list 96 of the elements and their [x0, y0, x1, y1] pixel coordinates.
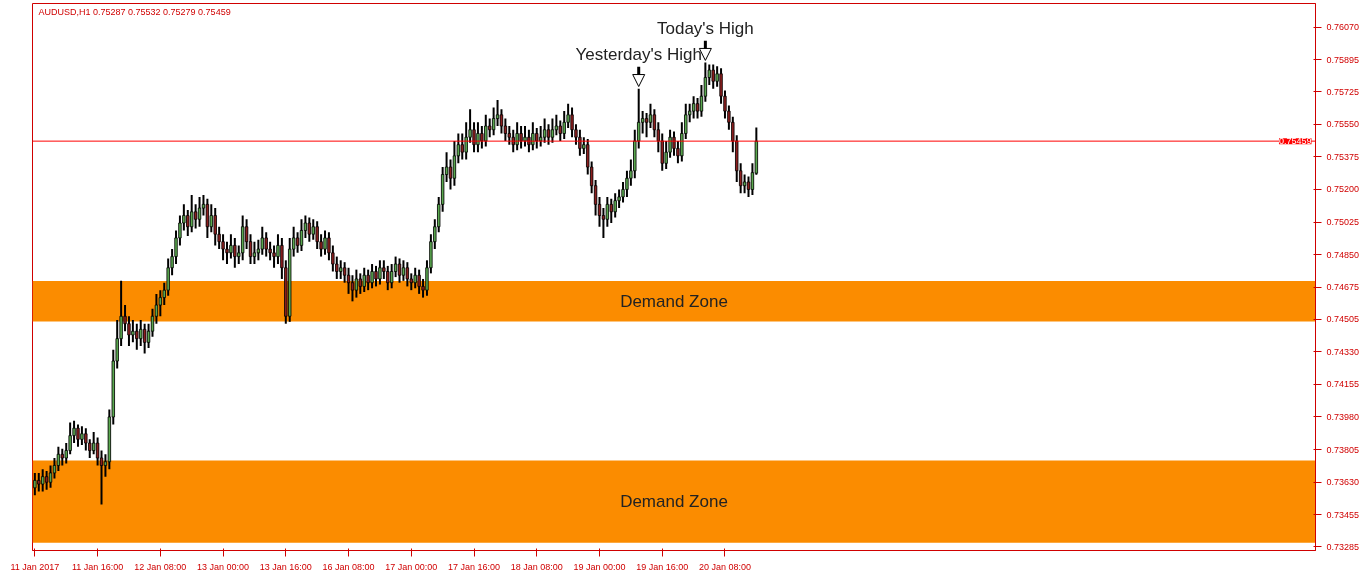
y-tick-label: 0.74155 [1326, 379, 1360, 390]
annotation: Yesterday's High [575, 45, 702, 65]
candlestick [205, 197, 210, 239]
y-tick-label: 0.75025 [1326, 217, 1360, 228]
chart-title: AUDUSD,H1 0.75287 0.75532 0.75279 0.75459 [38, 6, 231, 17]
candlestick [362, 266, 366, 294]
y-tick-label: 0.76070 [1326, 22, 1360, 33]
candlestick [558, 119, 562, 142]
candlestick [354, 268, 359, 299]
y-tick-label: 0.75200 [1326, 184, 1360, 195]
candlestick [323, 229, 327, 256]
candlestick [480, 125, 484, 150]
candlestick [578, 128, 582, 157]
candlestick [260, 225, 264, 256]
y-tick-label: 0.75375 [1326, 151, 1360, 162]
candlestick [742, 173, 747, 195]
x-tick-label: 13 Jan 16:00 [259, 561, 312, 572]
x-tick-label: 17 Jan 16:00 [448, 561, 501, 572]
candlestick [311, 218, 315, 241]
candlestick [460, 132, 464, 161]
candlestick [358, 272, 362, 295]
candlestick [550, 117, 555, 144]
y-tick-label: 0.74330 [1326, 346, 1360, 357]
candlestick [131, 318, 135, 344]
candlestick [41, 468, 45, 493]
candlestick [609, 197, 613, 225]
candlestick [44, 470, 49, 491]
candlestick [691, 95, 696, 120]
candlestick [546, 123, 551, 146]
candlestick [213, 207, 217, 247]
candlestick [193, 203, 198, 230]
y-tick-label: 0.74675 [1326, 282, 1360, 293]
candlestick [401, 259, 406, 282]
candlestick [33, 471, 37, 497]
candlestick [186, 208, 190, 238]
candlestick [264, 231, 268, 258]
candlestick [233, 236, 237, 269]
candlestick [197, 195, 202, 228]
candlestick [378, 259, 382, 286]
candlestick [542, 117, 547, 144]
x-tick-label: 19 Jan 00:00 [573, 561, 626, 572]
y-tick-label: 0.73805 [1326, 444, 1360, 455]
x-tick-label: 19 Jan 16:00 [636, 561, 689, 572]
candlestick [413, 266, 417, 290]
y-tick-label: 0.73285 [1326, 541, 1360, 552]
ref-line-label: 0.75459 [1278, 136, 1312, 147]
x-tick-label: 13 Jan 00:00 [197, 561, 250, 572]
candlestick [711, 63, 715, 90]
candlestick [135, 322, 139, 351]
candlestick [397, 257, 402, 284]
x-tick-label: 11 Jan 2017 [10, 561, 60, 572]
candlestick [76, 423, 80, 448]
candlestick [276, 233, 280, 266]
candlestick [488, 117, 492, 139]
x-tick-label: 11 Jan 16:00 [71, 561, 124, 572]
y-tick-label: 0.75550 [1326, 119, 1360, 130]
candlestick [142, 322, 147, 355]
candlestick [272, 244, 276, 269]
x-tick-label: 17 Jan 00:00 [385, 561, 438, 572]
x-tick-label: 16 Jan 08:00 [322, 561, 375, 572]
y-tick-label: 0.75895 [1326, 54, 1360, 65]
y-tick-label: 0.73455 [1326, 509, 1360, 520]
band-label: Demand Zone [620, 291, 728, 311]
candlestick [476, 121, 480, 154]
candlestick [374, 264, 378, 288]
x-tick-label: 12 Jan 08:00 [134, 561, 187, 572]
candlestick [339, 259, 343, 280]
candlestick [519, 125, 523, 150]
candlestick [307, 216, 312, 243]
x-tick-label: 20 Jan 08:00 [698, 561, 751, 572]
candlestick [80, 425, 84, 446]
candlestick [405, 261, 410, 288]
candlestick [299, 218, 304, 252]
y-tick-label: 0.73630 [1326, 477, 1360, 488]
y-tick-label: 0.75725 [1326, 86, 1360, 97]
candlestick [484, 113, 488, 148]
candlestick [209, 203, 213, 234]
candlestick [92, 430, 96, 456]
y-tick-label: 0.74850 [1326, 249, 1360, 260]
x-tick-label: 18 Jan 08:00 [510, 561, 563, 572]
annotation: Today's High [656, 19, 754, 39]
candlestick [370, 263, 374, 290]
candlestick [229, 233, 233, 260]
y-tick-label: 0.73980 [1326, 411, 1360, 422]
candlestick [37, 471, 41, 493]
candlestick [366, 268, 370, 292]
candlestick [386, 264, 390, 292]
band-label: Demand Zone [620, 492, 728, 512]
y-tick-label: 0.74505 [1326, 314, 1360, 325]
candlestick [139, 318, 143, 348]
candlestick [417, 268, 421, 295]
candlestick [613, 192, 617, 219]
candlestick [531, 121, 535, 152]
candlestick [190, 194, 194, 234]
candlestick [515, 121, 519, 152]
candlestick [535, 126, 539, 150]
